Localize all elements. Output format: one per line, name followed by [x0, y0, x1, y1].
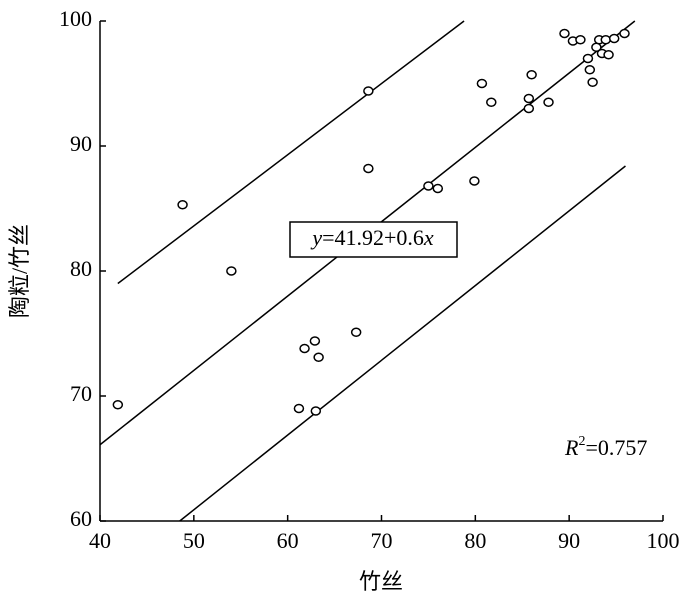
point	[432, 183, 444, 194]
point	[608, 33, 620, 44]
x-tick-label: 40	[89, 528, 111, 553]
point	[582, 53, 594, 64]
x-tick-label: 50	[183, 528, 205, 553]
regression-line	[179, 165, 626, 522]
point	[226, 266, 237, 276]
point	[543, 97, 554, 107]
y-axis-label: 陶粒/竹丝	[7, 224, 32, 318]
point	[350, 327, 362, 337]
r-exponent: 2	[578, 434, 585, 449]
point	[469, 176, 480, 186]
equation-box	[289, 221, 458, 258]
point	[575, 35, 586, 45]
point	[177, 200, 188, 210]
y-tick-label: 80	[70, 256, 92, 281]
point	[486, 97, 497, 107]
x-tick-label: 70	[371, 528, 393, 553]
y-tick-label: 90	[70, 131, 92, 156]
y-tick-label: 70	[70, 381, 92, 406]
equation: y=41.92+0.6x	[310, 225, 434, 250]
r-value: =0.757	[585, 435, 647, 460]
point	[313, 352, 324, 362]
x-tick-label: 80	[464, 528, 486, 553]
point	[476, 78, 488, 89]
y-tick-label: 60	[70, 506, 92, 531]
point	[523, 103, 535, 114]
point	[603, 50, 614, 60]
r-squared: R2=0.757	[564, 434, 647, 460]
point	[619, 28, 630, 39]
point	[600, 35, 612, 45]
point	[363, 86, 374, 96]
point	[112, 400, 124, 410]
equation-part: y	[310, 225, 322, 250]
x-tick-label: 60	[277, 528, 299, 553]
point	[584, 65, 596, 75]
point	[587, 77, 598, 87]
regression-line	[117, 20, 465, 285]
point	[423, 181, 434, 191]
point	[309, 336, 321, 346]
equation-part: x	[423, 225, 434, 250]
equation-part: =41.92+0.6	[322, 225, 424, 250]
r-symbol: R	[564, 435, 579, 460]
point	[523, 93, 535, 104]
x-tick-label: 100	[647, 528, 680, 553]
x-tick-label: 90	[558, 528, 580, 553]
point	[293, 403, 305, 414]
point	[363, 163, 374, 174]
point	[299, 343, 310, 354]
point	[559, 28, 570, 39]
x-axis-label: 竹丝	[359, 569, 403, 594]
y-tick-label: 100	[59, 6, 92, 31]
point	[310, 406, 322, 416]
point	[526, 70, 537, 80]
